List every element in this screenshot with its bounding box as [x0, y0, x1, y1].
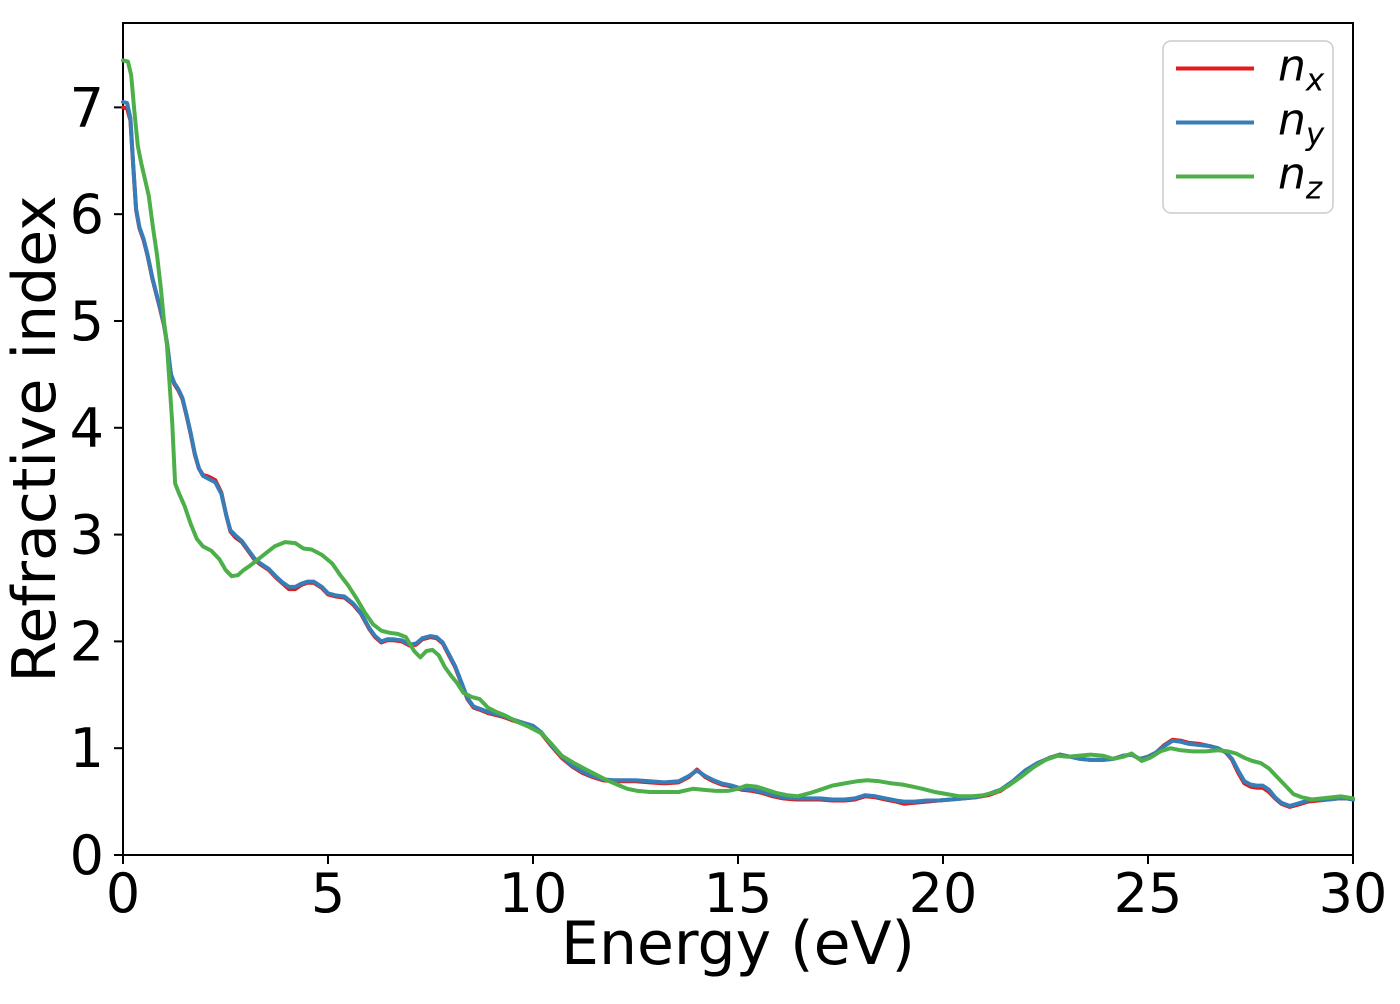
y-tick-label: 1 [70, 717, 104, 780]
x-tick-label: 5 [311, 862, 345, 925]
y-tick-label: 7 [70, 76, 104, 139]
x-tick-label: 30 [1319, 862, 1388, 925]
y-tick-label: 5 [70, 290, 104, 353]
legend-label-nz: nz [1278, 149, 1323, 207]
y-tick-label: 3 [70, 504, 104, 567]
legend-label-ny: ny [1278, 95, 1325, 153]
x-tick-label: 10 [499, 862, 568, 925]
y-tick-label: 0 [70, 824, 104, 887]
y-axis-label: Refractive index [0, 195, 70, 682]
y-tick-label: 4 [70, 397, 104, 460]
x-tick-label: 0 [106, 862, 140, 925]
x-tick-label: 15 [704, 862, 773, 925]
x-tick-label: 20 [909, 862, 978, 925]
axis-ticks: 0 5 10 15 20 25 30 0 1 2 3 4 5 6 7 [70, 76, 1388, 925]
y-tick-label: 6 [70, 183, 104, 246]
y-tick-label: 2 [70, 610, 104, 673]
series-line-n_z [121, 58, 1355, 802]
x-tick-label: 25 [1114, 862, 1183, 925]
x-axis-label: Energy (eV) [561, 909, 915, 979]
series-lines [121, 58, 1355, 809]
legend-label-nx: nx [1278, 41, 1325, 99]
legend-frame [1162, 40, 1334, 214]
